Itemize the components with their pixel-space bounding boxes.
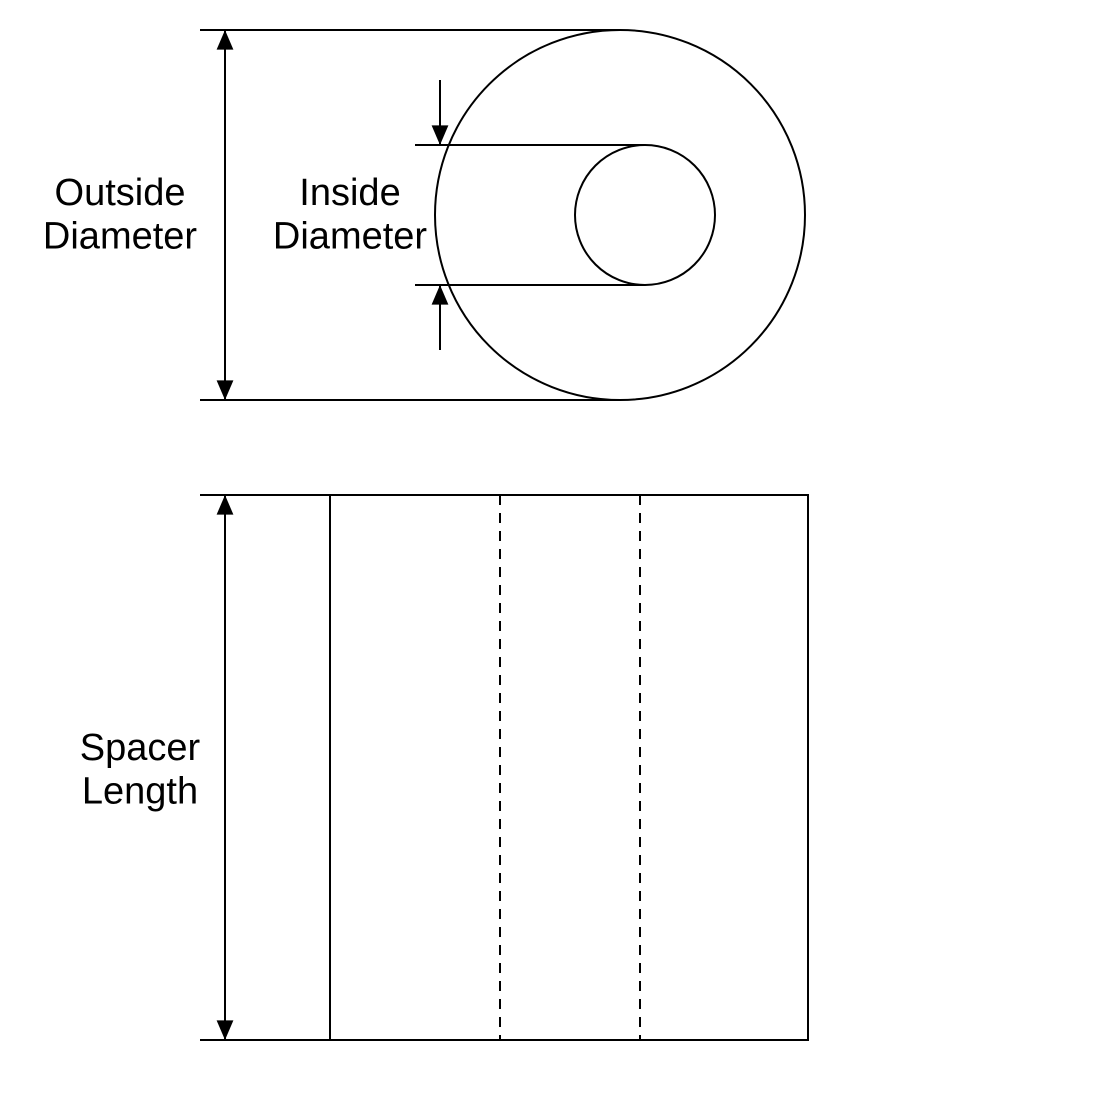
spacer-side-rect <box>330 495 808 1040</box>
spacer-length-label: SpacerLength <box>80 727 201 813</box>
outer-circle <box>435 30 805 400</box>
inner-circle <box>575 145 715 285</box>
outside-diameter-label: OutsideDiameter <box>43 172 197 258</box>
inside-diameter-label: InsideDiameter <box>273 172 427 258</box>
